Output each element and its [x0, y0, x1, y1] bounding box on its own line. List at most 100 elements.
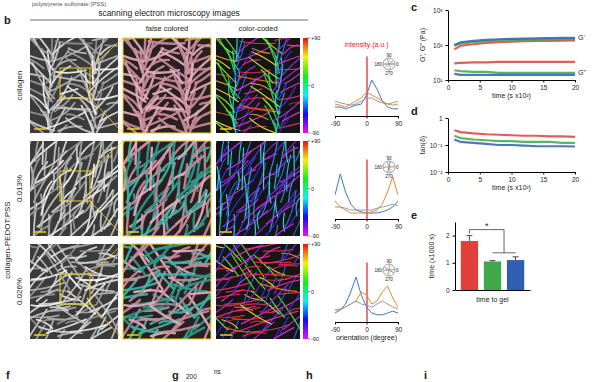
fibre [222, 244, 252, 261]
fibre [100, 244, 118, 260]
sem-image [216, 141, 300, 236]
fibre [147, 107, 183, 109]
colorbar: +900-90 [303, 35, 320, 136]
tick-label: 10¹ [433, 77, 443, 84]
zoom-connector [90, 201, 123, 236]
fibre [237, 200, 251, 212]
colorbar-tick [308, 339, 310, 340]
axis: 10⁻²10⁻¹1 [430, 115, 449, 176]
panel-label: i [424, 369, 427, 381]
fibre [184, 164, 187, 188]
polar-label: 180 [374, 268, 382, 273]
fibre [137, 151, 139, 175]
fibre [142, 43, 153, 71]
fibre [81, 279, 105, 281]
fibre [274, 224, 294, 236]
tick-label: 10 [508, 84, 516, 91]
colorbar-tick [308, 291, 310, 292]
annotation-fragment: ns [214, 368, 222, 375]
fibre [247, 244, 269, 263]
sem-image [123, 141, 211, 236]
fibre [90, 328, 111, 339]
fibre [123, 141, 127, 149]
fibre [51, 103, 75, 121]
polar-inset: 901800270 [374, 259, 399, 282]
fibre [234, 43, 245, 71]
colorbar-tick-label: -90 [311, 336, 319, 342]
polar-label: 0 [396, 165, 399, 170]
plot-area [461, 236, 524, 290]
fibre [151, 266, 169, 270]
fibre [260, 174, 275, 184]
fibre [261, 70, 273, 84]
fibre [69, 48, 86, 53]
tick-label: 0 [447, 176, 451, 183]
annotation: G'' [578, 69, 586, 76]
sem-image [216, 38, 300, 133]
series-line [335, 174, 398, 213]
tick-label: 10³ [433, 7, 443, 14]
series-line [454, 38, 575, 45]
fibre [263, 250, 293, 252]
row-label: 0.026% [15, 278, 24, 305]
series-line [335, 80, 398, 109]
y-axis-title: time (x1000 s) [428, 234, 436, 278]
polar-spoke [384, 267, 393, 273]
fibre [107, 103, 118, 104]
axis: -90090 [331, 116, 403, 127]
fibre [289, 308, 300, 311]
fibre [91, 224, 111, 236]
polar-inset: 901800270 [374, 53, 399, 76]
fibre [161, 218, 183, 236]
sem-image [30, 141, 118, 236]
fibre [58, 200, 86, 222]
fibre [179, 173, 181, 203]
tick: 15 [540, 80, 548, 91]
tick: 10¹ [433, 77, 448, 84]
fibre [134, 187, 144, 215]
fibre [185, 165, 211, 198]
fibre [80, 250, 110, 252]
chart: 0510152010¹10²10³time (s x10²)G', G'' (P… [419, 7, 586, 100]
scale-bar [220, 334, 232, 336]
fibre [91, 266, 115, 269]
fibre [34, 165, 54, 202]
fibre [200, 103, 211, 104]
tick-mark [335, 219, 336, 222]
fibre [294, 244, 300, 263]
fibre [150, 148, 151, 190]
tick-label: 0 [447, 84, 451, 91]
bar [484, 261, 501, 290]
axis-line [448, 11, 449, 81]
tick: 90 [395, 116, 403, 127]
significance-label: * [485, 221, 489, 231]
fibre [246, 273, 282, 275]
row-label: collagen [15, 71, 24, 101]
tick-mark [446, 172, 449, 173]
tick-mark [453, 236, 456, 237]
tick-label: 10 [508, 176, 516, 183]
tick-label: 5 [478, 84, 482, 91]
zoom-box [60, 171, 90, 201]
tick: 0 [365, 219, 369, 230]
fibre [155, 244, 196, 249]
zoom-connector [90, 304, 123, 339]
tick-mark [335, 116, 336, 119]
fibre [282, 111, 300, 122]
fibre [100, 141, 118, 157]
colorbar-ramp [303, 244, 308, 339]
figure: polystyrene sulfonate (PSS)bcdefghi200ns… [0, 0, 595, 382]
fibre [216, 244, 241, 262]
fibre [241, 305, 271, 324]
tick-mark [480, 80, 481, 83]
image-background [216, 244, 300, 339]
fibre [277, 117, 289, 133]
tick: 20 [572, 80, 580, 91]
fibre [76, 247, 96, 260]
tick: 15 [540, 172, 548, 183]
fibre [216, 244, 224, 248]
fibre [273, 266, 297, 269]
zoom-box [60, 274, 90, 304]
fibre [260, 145, 262, 163]
series-line [454, 130, 575, 137]
